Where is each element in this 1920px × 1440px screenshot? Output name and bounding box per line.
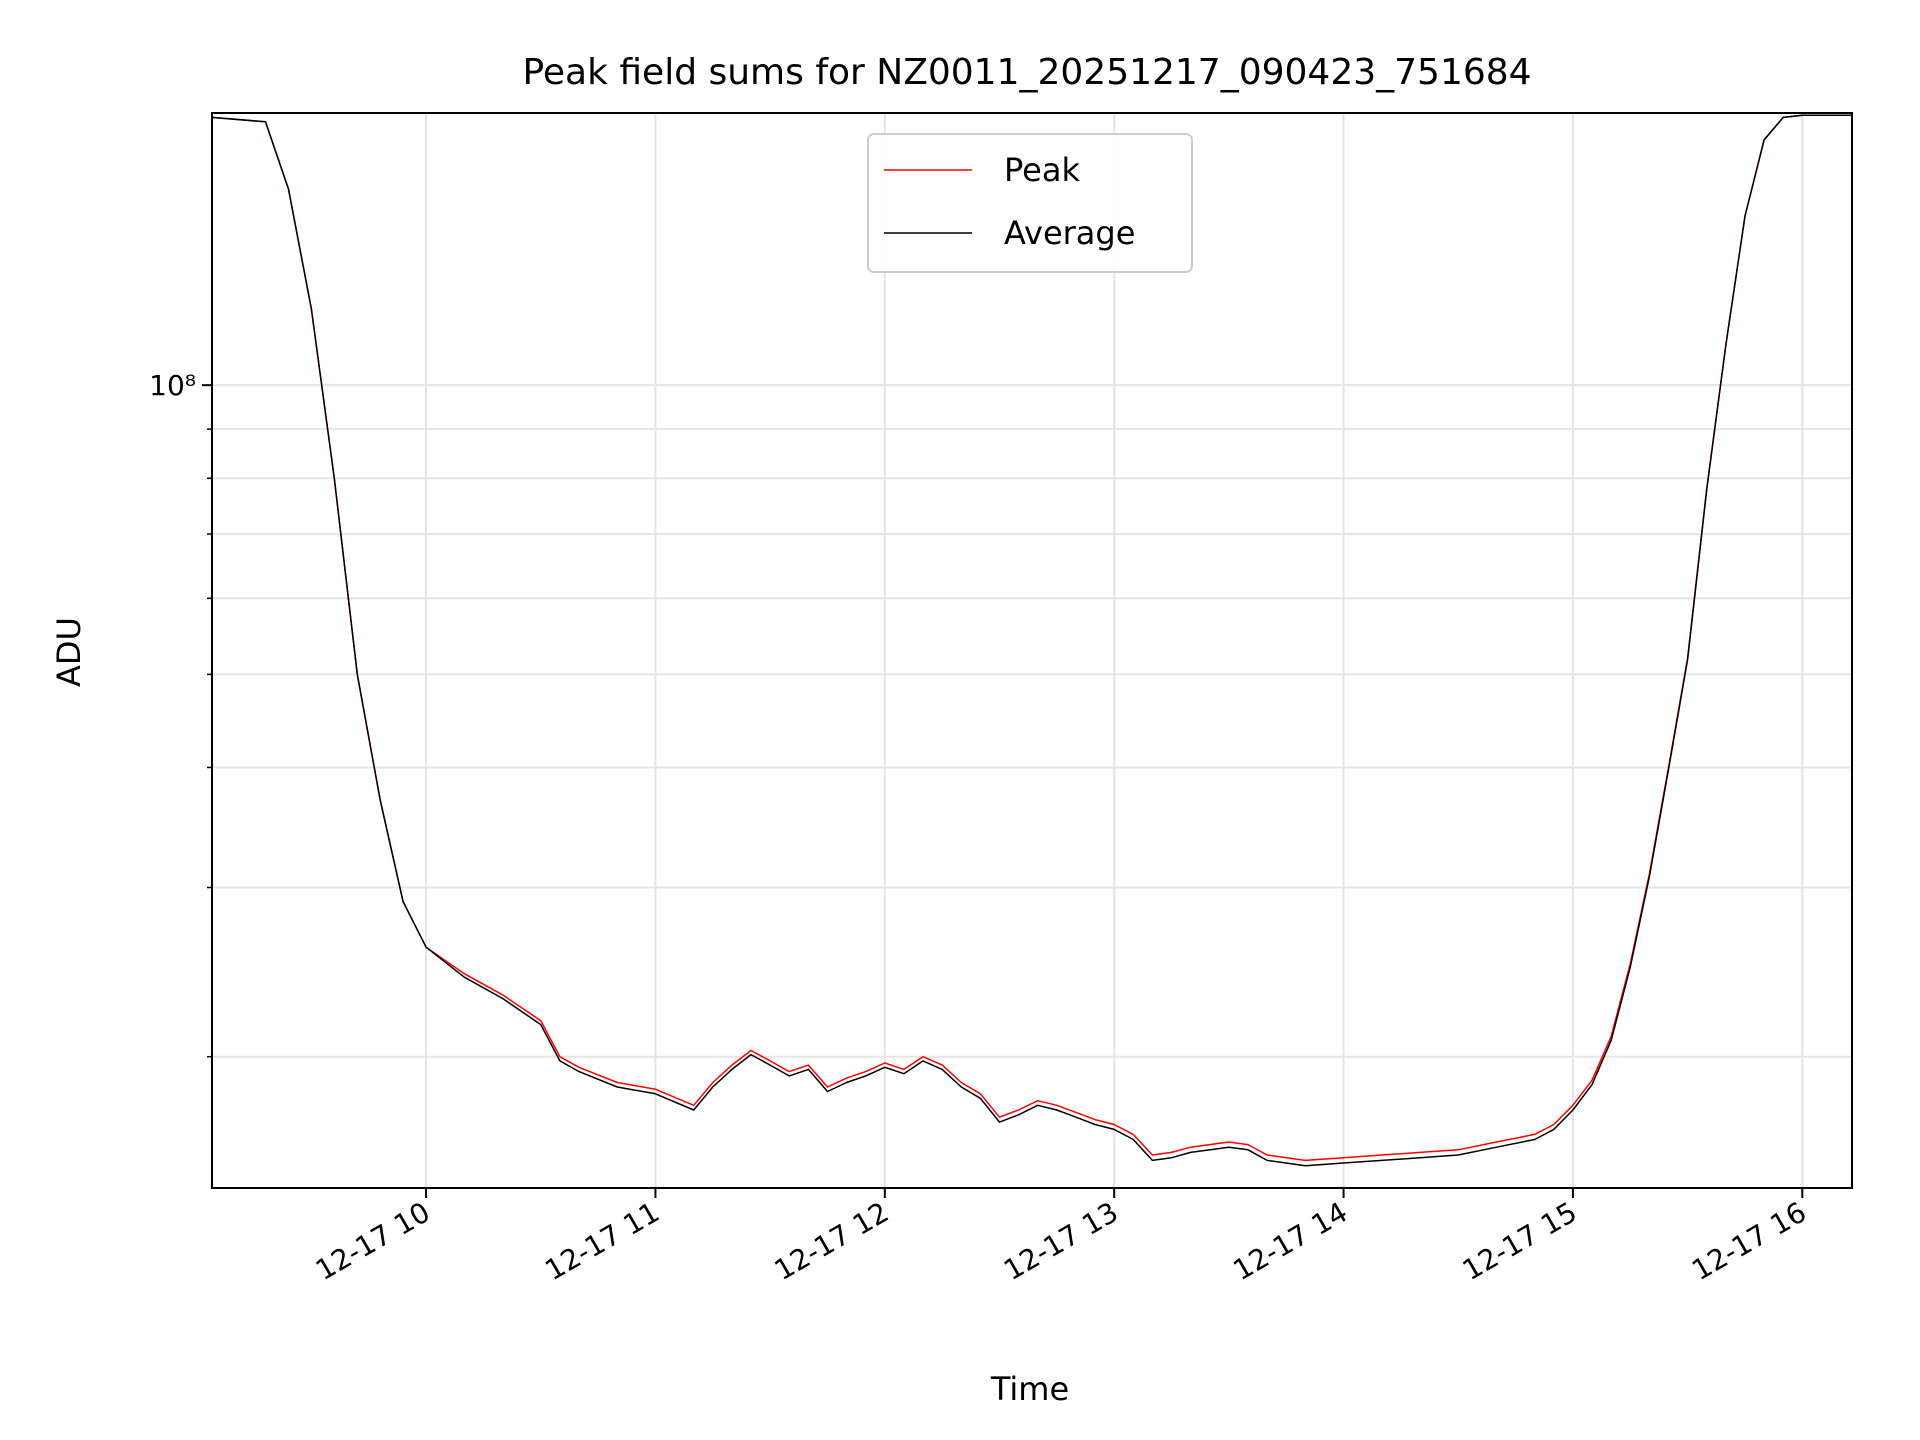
y-axis-ticks: 10⁸ [149, 369, 212, 1058]
plot-frame [211, 112, 1853, 1189]
legend-box [867, 133, 1193, 273]
y-tick-label: 10⁸ [149, 369, 196, 402]
legend-average-label: Average [1004, 214, 1135, 252]
series-group [211, 114, 1852, 1167]
x-axis-label: Time [990, 1370, 1069, 1408]
grid [212, 113, 1852, 1188]
y-axis-label: ADU [50, 617, 88, 687]
chart-title: Peak field sums for NZ0011_20251217_0904… [522, 52, 1531, 93]
legend-peak-label: Peak [1004, 151, 1080, 189]
series-line-peak [211, 114, 1852, 1162]
legend: Peak Average [867, 133, 1193, 273]
series-line-average [211, 114, 1852, 1167]
